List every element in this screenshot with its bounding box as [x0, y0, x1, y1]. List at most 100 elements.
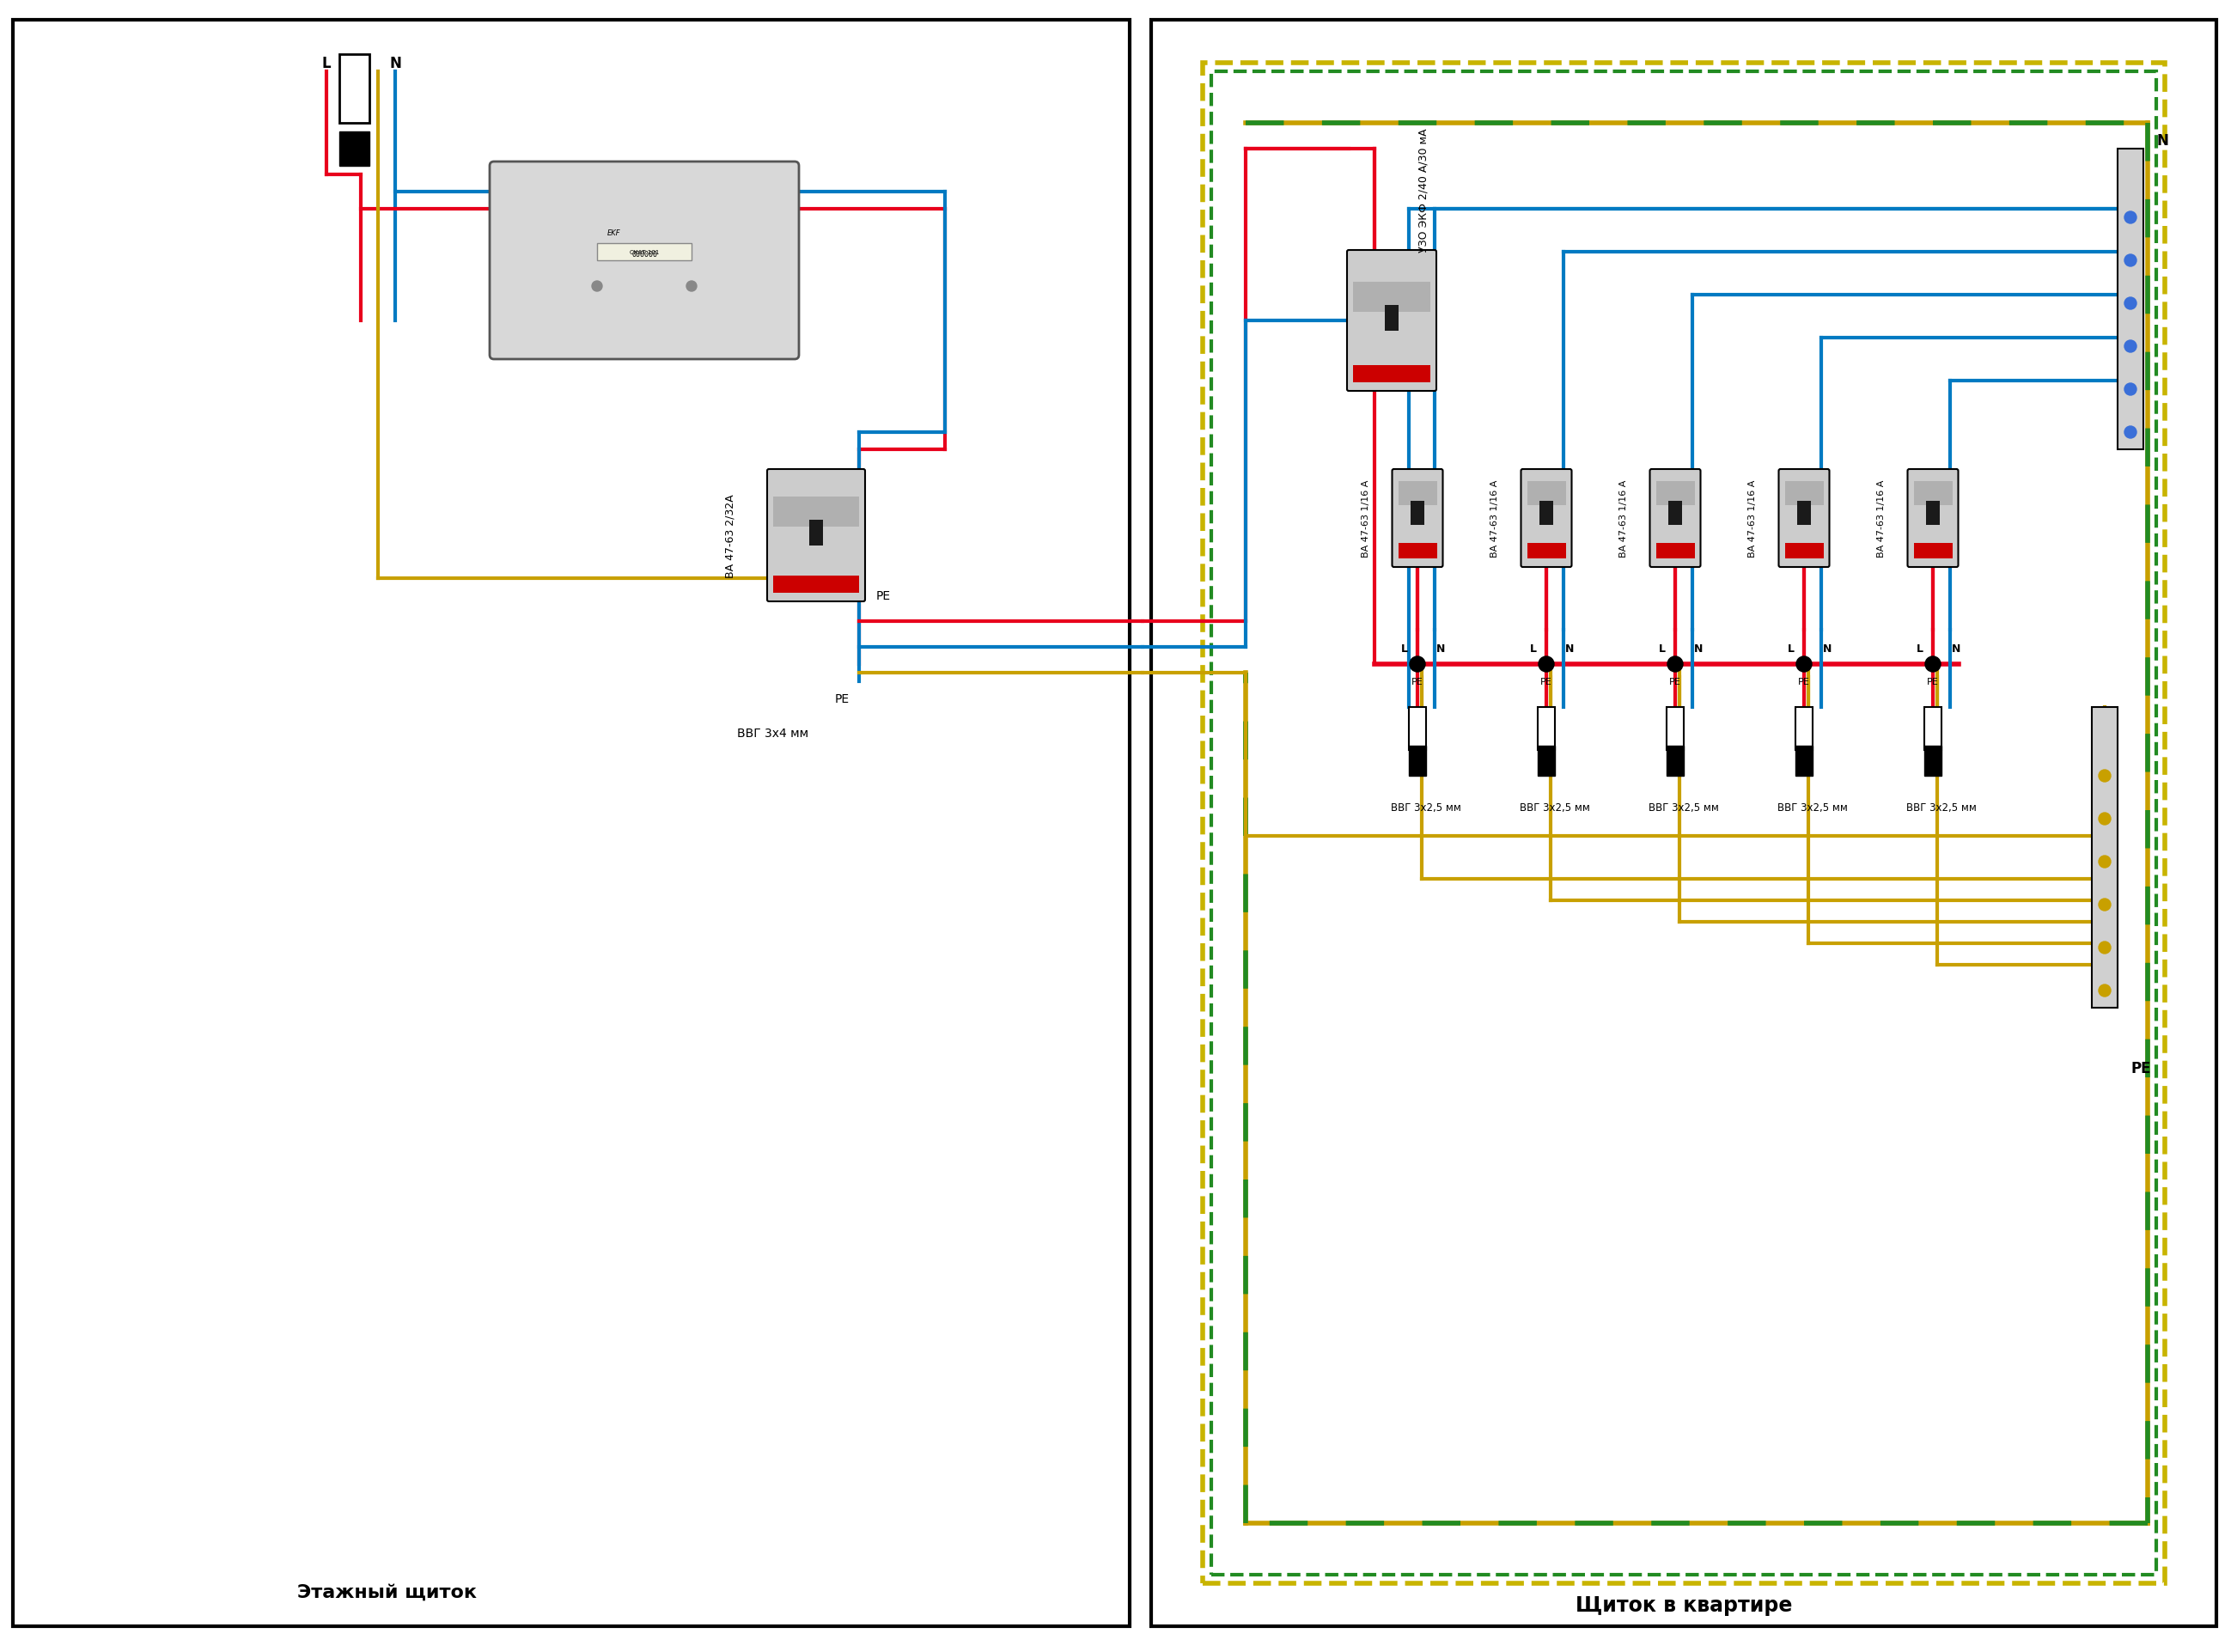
- Text: L: L: [322, 56, 331, 71]
- Circle shape: [2125, 383, 2136, 396]
- Bar: [1385, 306, 1398, 332]
- Circle shape: [2098, 942, 2112, 953]
- Text: СКАТ 101: СКАТ 101: [629, 249, 660, 254]
- Text: PE: PE: [1926, 677, 1939, 686]
- Bar: [1913, 544, 1953, 558]
- Text: EKF: EKF: [608, 230, 622, 238]
- Bar: [1210, 73, 2156, 1574]
- Circle shape: [2125, 254, 2136, 268]
- Text: C16: C16: [1669, 514, 1682, 519]
- Circle shape: [593, 281, 602, 292]
- Text: L: L: [1400, 643, 1407, 654]
- Bar: [1796, 747, 1812, 776]
- Circle shape: [2098, 856, 2112, 867]
- Text: ВВГ 3х4 мм: ВВГ 3х4 мм: [738, 727, 810, 740]
- Bar: [340, 55, 369, 124]
- Bar: [13, 20, 1130, 1626]
- Bar: [1412, 502, 1425, 525]
- Text: PE: PE: [1799, 677, 1810, 686]
- Bar: [774, 577, 859, 593]
- Text: N: N: [1823, 643, 1832, 654]
- FancyBboxPatch shape: [1391, 469, 1443, 568]
- Bar: [1152, 20, 2217, 1626]
- Bar: [1528, 544, 1566, 558]
- Text: N: N: [2156, 134, 2168, 149]
- Text: ВА 47-63 1/16 А: ВА 47-63 1/16 А: [1362, 479, 1371, 557]
- Circle shape: [1796, 657, 1812, 672]
- Text: L: L: [1917, 643, 1924, 654]
- Text: N: N: [1951, 643, 1960, 654]
- Text: EKF: EKF: [1387, 324, 1396, 327]
- Circle shape: [2125, 211, 2136, 225]
- Text: ВВГ 3х2,5 мм: ВВГ 3х2,5 мм: [1649, 801, 1718, 813]
- Bar: [1537, 747, 1555, 776]
- Bar: [1913, 482, 1953, 506]
- Bar: [1204, 63, 2165, 1583]
- Bar: [1353, 282, 1429, 312]
- Text: PE: PE: [1541, 677, 1552, 686]
- Bar: [1669, 502, 1682, 525]
- Text: N: N: [1436, 643, 1445, 654]
- Text: C16: C16: [1412, 514, 1423, 519]
- Bar: [1924, 747, 1942, 776]
- Text: C16: C16: [1539, 514, 1552, 519]
- FancyBboxPatch shape: [1347, 251, 1436, 392]
- Text: N: N: [1566, 643, 1575, 654]
- Bar: [1398, 482, 1436, 506]
- Bar: [1655, 544, 1693, 558]
- Text: C16: C16: [1926, 514, 1939, 519]
- Bar: [1353, 365, 1429, 383]
- Text: Щиток в квартире: Щиток в квартире: [1575, 1594, 1792, 1616]
- Text: L: L: [1530, 643, 1537, 654]
- Circle shape: [2098, 770, 2112, 781]
- FancyBboxPatch shape: [767, 469, 866, 601]
- FancyBboxPatch shape: [1778, 469, 1830, 568]
- Circle shape: [687, 281, 696, 292]
- Circle shape: [2125, 297, 2136, 311]
- Text: C16: C16: [1799, 514, 1810, 519]
- Bar: [1655, 482, 1693, 506]
- Text: PE: PE: [1669, 677, 1680, 686]
- Circle shape: [2125, 340, 2136, 354]
- Bar: [2092, 707, 2118, 1008]
- Bar: [1667, 747, 1684, 776]
- Text: ВА 47-63 1/16 А: ВА 47-63 1/16 А: [1747, 479, 1756, 557]
- Bar: [1796, 502, 1812, 525]
- Text: ВА 47-63 1/16 А: ВА 47-63 1/16 А: [1877, 479, 1886, 557]
- Bar: [810, 520, 823, 547]
- Bar: [597, 244, 691, 261]
- Bar: [1528, 482, 1566, 506]
- Bar: [1539, 502, 1552, 525]
- Bar: [1409, 747, 1425, 776]
- Text: L: L: [1660, 643, 1667, 654]
- Bar: [774, 497, 859, 527]
- FancyBboxPatch shape: [1651, 469, 1700, 568]
- Bar: [1926, 502, 1939, 525]
- Circle shape: [1926, 657, 1942, 672]
- Text: PE: PE: [877, 590, 890, 601]
- Text: ВА 47-63 1/16 А: ВА 47-63 1/16 А: [1490, 479, 1499, 557]
- FancyBboxPatch shape: [1908, 469, 1957, 568]
- Text: PE: PE: [834, 692, 850, 705]
- Text: Этажный щиток: Этажный щиток: [298, 1583, 476, 1601]
- Circle shape: [1409, 657, 1425, 672]
- Bar: [1398, 544, 1436, 558]
- Bar: [1409, 707, 1425, 750]
- Text: N: N: [389, 56, 400, 71]
- Bar: [1667, 707, 1684, 750]
- Bar: [1796, 707, 1812, 750]
- Circle shape: [2125, 426, 2136, 439]
- Text: УЗО ЭКФ 2/40 А/30 мА: УЗО ЭКФ 2/40 А/30 мА: [1418, 129, 1429, 253]
- Circle shape: [2098, 899, 2112, 910]
- Text: ВВГ 3х2,5 мм: ВВГ 3х2,5 мм: [1519, 801, 1591, 813]
- Text: PE: PE: [1412, 677, 1423, 686]
- Circle shape: [1667, 657, 1682, 672]
- Bar: [1924, 707, 1942, 750]
- Bar: [1537, 707, 1555, 750]
- FancyBboxPatch shape: [1521, 469, 1573, 568]
- Text: ВВГ 3х2,5 мм: ВВГ 3х2,5 мм: [1391, 801, 1461, 813]
- Bar: [2118, 149, 2143, 449]
- FancyBboxPatch shape: [490, 162, 799, 360]
- Bar: [340, 132, 369, 167]
- Text: N: N: [1693, 643, 1702, 654]
